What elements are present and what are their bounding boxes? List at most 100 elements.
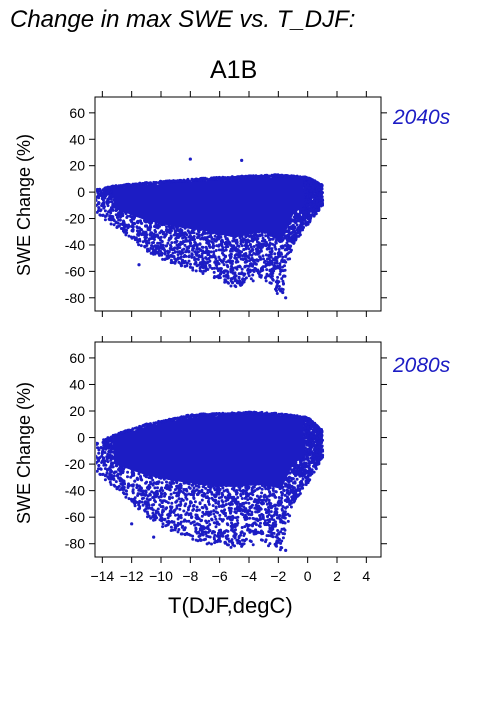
scatter-point — [201, 272, 205, 275]
scatter-point — [174, 258, 178, 262]
scatter-point — [275, 289, 278, 293]
scatter-point — [283, 264, 286, 268]
scatter-point — [274, 255, 278, 259]
scatter-point — [163, 235, 166, 239]
scatter-point — [269, 252, 273, 256]
scatter-point — [281, 255, 285, 259]
y-tick-label: -60 — [65, 263, 85, 279]
scatter-point — [301, 175, 305, 179]
scatter-point — [234, 285, 238, 289]
scatter-point — [248, 250, 252, 254]
scatter-point — [163, 252, 167, 256]
scatter-point — [223, 235, 227, 238]
scatter-point — [232, 247, 236, 251]
scatter-point — [265, 268, 269, 272]
scatter-point — [197, 247, 201, 251]
scatter-point — [208, 259, 212, 263]
scatter-point — [179, 230, 183, 234]
scatter-point — [247, 256, 251, 260]
scatter-point — [135, 225, 139, 229]
scatter-point — [263, 259, 267, 263]
scatter-point — [198, 242, 202, 246]
scatter-point — [153, 228, 157, 232]
scatter-point — [115, 226, 119, 229]
scatter-point — [255, 234, 259, 238]
scatter-point — [96, 187, 99, 191]
scatter-point — [204, 261, 208, 265]
scatter-point — [224, 274, 228, 277]
scatter-point — [144, 220, 148, 223]
scatter-point — [110, 185, 114, 189]
scatter-point — [240, 267, 244, 271]
scatter-point — [109, 193, 112, 197]
scatter-point — [298, 214, 302, 218]
scatter-point — [274, 175, 278, 178]
scatter-point — [254, 247, 258, 251]
scatter-point — [248, 242, 252, 246]
scatter-point — [176, 250, 180, 254]
scatter-point — [221, 248, 225, 252]
scatter-point — [295, 223, 299, 227]
scatter-point — [183, 235, 187, 239]
scatter-point — [241, 278, 244, 281]
scatter-point — [192, 246, 196, 250]
scatter-point — [248, 259, 252, 263]
x-axis-label: T(DJF,degC) — [168, 593, 293, 618]
scatter-point — [217, 237, 221, 241]
scatter-point — [216, 274, 220, 278]
scatter-point — [173, 260, 177, 264]
scatter-point — [178, 251, 182, 255]
scatter-point — [195, 247, 199, 251]
scatter-point — [179, 240, 183, 244]
scatter-point — [182, 247, 186, 251]
scatter-point — [167, 254, 171, 258]
scatter-point — [181, 258, 185, 262]
scatter-point — [283, 175, 287, 179]
scatter-point — [296, 217, 300, 221]
scatter-point — [190, 252, 194, 256]
scatter-point — [266, 260, 270, 264]
scatter-point — [200, 233, 204, 237]
scatter-point — [168, 237, 172, 241]
scatter-point — [249, 277, 253, 281]
scatter-point — [170, 241, 174, 245]
scatter-point — [210, 267, 214, 270]
scatter-point — [169, 245, 173, 249]
scatter-point — [178, 246, 182, 250]
scatter-point — [311, 194, 315, 198]
scatter-point — [210, 240, 214, 244]
scatter-point — [139, 244, 143, 248]
scatter-point — [259, 268, 263, 272]
scatter-point — [177, 260, 181, 264]
scatter-point — [223, 279, 227, 282]
scatter-point — [272, 264, 276, 268]
scatter-point — [267, 254, 271, 258]
plot-frame — [94, 96, 382, 312]
scatter-point — [306, 203, 309, 207]
scatter-point — [276, 275, 280, 279]
scatter-point — [160, 240, 164, 244]
scatter-point — [114, 185, 118, 189]
scatter-point — [97, 201, 101, 205]
scatter-point — [212, 270, 216, 274]
scatter-point — [103, 196, 107, 200]
scatter-point — [130, 184, 134, 188]
scatter-point — [214, 239, 218, 243]
scatter-point — [129, 218, 133, 222]
scatter-point — [102, 201, 106, 205]
point-cloud — [96, 173, 325, 295]
scatter-point — [255, 269, 259, 273]
scatter-point — [229, 277, 233, 281]
scatter-point — [267, 247, 271, 251]
scatter-point — [181, 239, 185, 243]
scatter-point — [238, 252, 242, 256]
scatter-point — [271, 237, 275, 241]
scatter-point — [273, 258, 277, 262]
scatter-point — [261, 254, 265, 258]
scatter-point — [145, 224, 149, 228]
scatter-point — [126, 214, 130, 218]
scatter-point — [177, 232, 181, 236]
scatter-point — [244, 175, 248, 179]
scatter-point — [312, 210, 316, 214]
scatter-point — [184, 232, 188, 236]
